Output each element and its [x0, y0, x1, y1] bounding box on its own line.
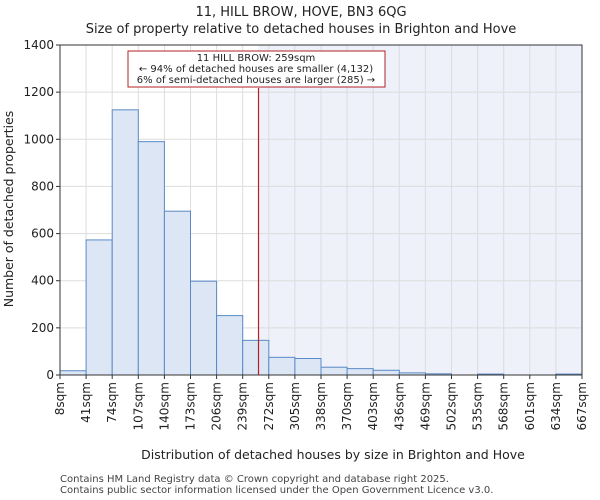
x-tick-label: 370sqm	[340, 382, 354, 430]
chart-subtitle: Size of property relative to detached ho…	[86, 22, 517, 37]
x-tick-label: 107sqm	[131, 382, 145, 430]
x-tick-label: 8sqm	[53, 382, 67, 415]
x-tick-label: 239sqm	[236, 382, 250, 430]
x-tick-label: 436sqm	[392, 382, 406, 430]
bar-272sqm	[268, 356, 296, 376]
bar-8sqm	[59, 370, 87, 376]
x-axis-label: Distribution of detached houses by size …	[141, 447, 525, 462]
x-tick-label: 403sqm	[366, 382, 380, 430]
y-tick-label: 1000	[23, 132, 54, 146]
x-tick-label: 206sqm	[210, 382, 224, 430]
y-tick-label: 0	[46, 368, 54, 382]
chart-title: 11, HILL BROW, HOVE, BN3 6QG	[195, 5, 406, 20]
bar-338sqm	[320, 366, 348, 376]
x-tick-label: 502sqm	[445, 382, 459, 430]
x-tick-label: 338sqm	[314, 382, 328, 430]
bar-173sqm	[190, 280, 218, 376]
bar-206sqm	[216, 315, 244, 376]
bar-140sqm	[163, 210, 191, 376]
y-tick-label: 600	[31, 227, 54, 241]
annotation-line-1: 11 HILL BROW: 259sqm	[197, 53, 316, 64]
x-tick-label: 272sqm	[262, 382, 276, 430]
x-tick-label: 173sqm	[184, 382, 198, 430]
y-tick-label: 400	[31, 274, 54, 288]
x-tick-label: 568sqm	[497, 382, 511, 430]
x-tick-label: 74sqm	[105, 382, 119, 423]
annotation-line-3: 6% of semi-detached houses are larger (2…	[137, 75, 375, 86]
annotation-border	[127, 50, 386, 88]
bar-41sqm	[85, 239, 113, 376]
annotation-line-2: ← 94% of detached houses are smaller (4,…	[139, 64, 373, 75]
x-tick-label: 41sqm	[79, 382, 93, 423]
y-tick-label: 1200	[23, 85, 54, 99]
bar-305sqm	[294, 358, 322, 376]
footer-licence: Contains public sector information licen…	[60, 485, 494, 496]
bar-370sqm	[346, 368, 374, 376]
x-tick-label: 305sqm	[288, 382, 302, 430]
footer-copyright: Contains HM Land Registry data © Crown c…	[60, 474, 449, 485]
bar-107sqm	[137, 141, 165, 376]
bar-403sqm	[372, 369, 400, 376]
x-tick-label: 667sqm	[575, 382, 589, 430]
x-tick-label: 634sqm	[549, 382, 563, 430]
y-axis-label: Number of detached properties	[1, 111, 16, 308]
annotation-box: 11 HILL BROW: 259sqm ← 94% of detached h…	[127, 50, 386, 88]
x-tick-label: 140sqm	[157, 382, 171, 430]
y-tick-label: 1400	[23, 38, 54, 52]
x-tick-label: 601sqm	[523, 382, 537, 430]
bar-239sqm	[242, 339, 270, 376]
y-tick-label: 800	[31, 179, 54, 193]
y-tick-label: 200	[31, 321, 54, 335]
x-tick-label: 535sqm	[471, 382, 485, 430]
highlight-region	[258, 45, 582, 375]
x-tick-label: 469sqm	[418, 382, 432, 430]
bar-74sqm	[111, 109, 139, 376]
